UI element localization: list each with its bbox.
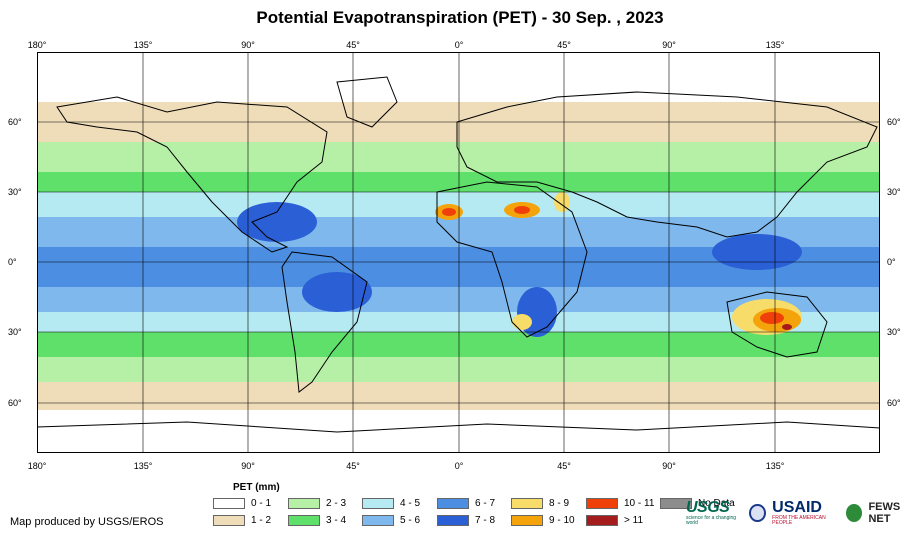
lon-label-bottom: 90° xyxy=(241,461,255,471)
lon-label-bottom: 90° xyxy=(662,461,676,471)
usgs-wordmark: USGS xyxy=(686,499,730,516)
lat-label-left: 60° xyxy=(8,117,22,127)
pet-7-8-areas xyxy=(237,202,802,337)
pet-map xyxy=(37,52,880,453)
lon-label-bottom: 45° xyxy=(346,461,360,471)
legend-item: > 11 xyxy=(586,515,643,526)
legend-title: PET (mm) xyxy=(233,482,280,493)
legend-label: 3 - 4 xyxy=(326,515,347,526)
legend-swatch xyxy=(213,498,245,509)
map-title: Potential Evapotranspiration (PET) - 30 … xyxy=(256,8,664,27)
legend-swatch xyxy=(586,498,618,509)
lat-label-right: 60° xyxy=(887,117,901,127)
band-0-1-south xyxy=(37,410,880,453)
eurasia-outline xyxy=(456,91,878,238)
lat-label-left: 60° xyxy=(8,398,22,408)
lat-label-right: 60° xyxy=(887,398,901,408)
lon-label-top: 135° xyxy=(133,40,153,50)
lon-label-top: 135° xyxy=(765,40,785,50)
lon-label-top: 90° xyxy=(662,40,676,50)
lon-label-bottom: 45° xyxy=(557,461,571,471)
band-0-1 xyxy=(37,52,880,102)
band-3-4 xyxy=(37,172,880,192)
lon-label-top: 0° xyxy=(454,40,464,50)
legend-swatch xyxy=(288,515,320,526)
legend-label: 1 - 2 xyxy=(251,515,272,526)
map-frame xyxy=(37,52,880,453)
band-1-2-south xyxy=(37,382,880,410)
legend-swatch xyxy=(437,515,469,526)
legend-item: 2 - 3 xyxy=(288,498,346,509)
fews-net-icon xyxy=(846,504,863,522)
usaid-seal-icon xyxy=(749,504,767,522)
usaid-logo: USAID FROM THE AMERICAN PEOPLE xyxy=(772,500,840,526)
legend-label: 6 - 7 xyxy=(475,498,496,509)
map-credit: Map produced by USGS/EROS xyxy=(10,516,164,528)
lat-label-left: 30° xyxy=(8,327,22,337)
legend-label: 4 - 5 xyxy=(400,498,421,509)
south-america-outline xyxy=(281,251,368,393)
legend-item: No Data xyxy=(660,498,735,509)
legend-label: 5 - 6 xyxy=(400,515,421,526)
lon-label-bottom: 180° xyxy=(27,461,47,471)
legend-swatch xyxy=(362,498,394,509)
band-2-3 xyxy=(37,142,880,172)
lat-label-right: 0° xyxy=(887,257,896,267)
legend-swatch xyxy=(586,515,618,526)
lon-label-bottom: 135° xyxy=(765,461,785,471)
legend-label: 9 - 10 xyxy=(549,515,575,526)
legend-item: 8 - 9 xyxy=(511,498,569,509)
legend-item: 0 - 1 xyxy=(213,498,271,509)
legend-item: 10 - 11 xyxy=(586,498,654,509)
legend-label: No Data xyxy=(698,498,735,509)
greenland-outline xyxy=(336,76,398,128)
usaid-wordmark: USAID xyxy=(772,499,822,516)
lat-label-right: 30° xyxy=(887,187,901,197)
lon-label-top: 45° xyxy=(557,40,571,50)
lat-label-left: 0° xyxy=(8,257,17,267)
continent-outlines xyxy=(37,76,880,433)
legend-swatch xyxy=(362,515,394,526)
antarctica-outline xyxy=(37,421,880,433)
graticule xyxy=(37,52,880,453)
legend-swatch xyxy=(511,498,543,509)
north-america-outline xyxy=(56,96,328,253)
legend-item: 7 - 8 xyxy=(437,515,495,526)
australia-outline xyxy=(726,291,828,358)
legend-label: > 11 xyxy=(624,515,643,526)
legend-label: 8 - 9 xyxy=(549,498,570,509)
legend-swatch xyxy=(511,515,543,526)
legend-label: 7 - 8 xyxy=(475,515,496,526)
usaid-tagline: FROM THE AMERICAN PEOPLE xyxy=(772,515,826,526)
legend-label: 2 - 3 xyxy=(326,498,347,509)
legend-swatch xyxy=(213,515,245,526)
lon-label-bottom: 0° xyxy=(454,461,464,471)
legend-item: 6 - 7 xyxy=(437,498,495,509)
lon-label-bottom: 135° xyxy=(133,461,153,471)
legend-swatch xyxy=(660,498,692,509)
legend-swatch xyxy=(437,498,469,509)
fews-net-wordmark: FEWS NET xyxy=(868,501,901,525)
usgs-logo: USGS science for a changing world xyxy=(686,500,743,526)
lat-label-left: 30° xyxy=(8,187,22,197)
lon-label-top: 45° xyxy=(346,40,360,50)
legend-label: 10 - 11 xyxy=(624,498,655,509)
lon-label-top: 90° xyxy=(241,40,255,50)
lat-label-right: 30° xyxy=(887,327,901,337)
band-2-3-south xyxy=(37,357,880,382)
lon-label-top: 180° xyxy=(27,40,47,50)
pet-hot-areas xyxy=(435,192,802,335)
legend-item: 9 - 10 xyxy=(511,515,575,526)
legend-item: 3 - 4 xyxy=(288,515,346,526)
legend-label: 0 - 1 xyxy=(251,498,272,509)
usgs-tagline: science for a changing world xyxy=(686,515,737,526)
agency-logos: USGS science for a changing world USAID … xyxy=(686,500,920,526)
legend-swatch xyxy=(288,498,320,509)
legend-item: 5 - 6 xyxy=(362,515,420,526)
legend-item: 4 - 5 xyxy=(362,498,420,509)
legend-item: 1 - 2 xyxy=(213,515,271,526)
